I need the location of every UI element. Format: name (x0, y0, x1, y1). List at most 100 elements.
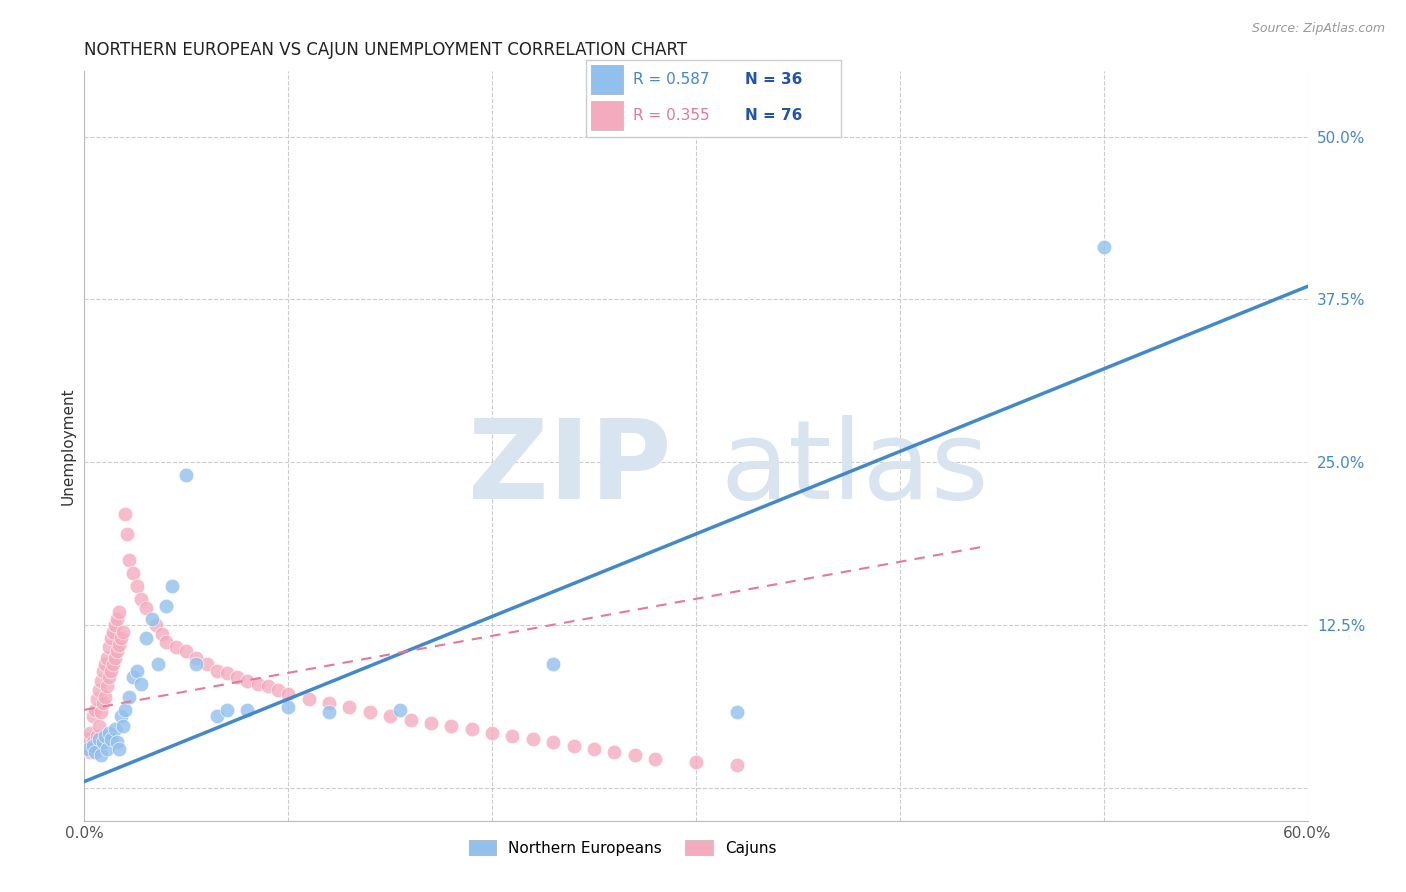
Point (101, 657, 124, 672)
FancyBboxPatch shape (586, 60, 841, 136)
Point (135, 601, 157, 615)
Point (86, 729, 108, 743)
Point (155, 635, 177, 649)
Point (155, 599, 177, 613)
Point (543, 657, 565, 672)
Point (77, 742, 100, 756)
Point (583, 742, 606, 756)
Point (122, 670, 145, 684)
Y-axis label: Unemployment: Unemployment (60, 387, 76, 505)
Point (118, 690, 141, 704)
Point (205, 664, 228, 678)
Point (90, 748, 112, 763)
Point (93, 729, 115, 743)
Text: NORTHERN EUROPEAN VS CAJUN UNEMPLOYMENT CORRELATION CHART: NORTHERN EUROPEAN VS CAJUN UNEMPLOYMENT … (84, 41, 688, 59)
Point (1092, 240, 1115, 254)
Point (90, 674, 112, 689)
Point (112, 718, 135, 732)
Point (131, 677, 153, 691)
Point (685, 755, 707, 769)
Point (96, 680, 118, 694)
Point (267, 683, 290, 698)
Point (160, 579, 183, 593)
Point (77, 731, 100, 746)
Point (217, 666, 239, 681)
Point (110, 709, 132, 723)
Point (91, 664, 114, 678)
Point (100, 631, 122, 645)
Point (522, 731, 544, 746)
Point (87, 718, 110, 732)
Point (440, 718, 463, 732)
Point (277, 687, 299, 701)
Point (186, 657, 208, 672)
Point (104, 618, 127, 632)
Point (339, 700, 361, 714)
Point (135, 631, 157, 645)
Point (644, 752, 666, 766)
Point (174, 644, 197, 658)
Point (93, 657, 115, 672)
Point (624, 748, 647, 763)
Point (100, 664, 122, 678)
Point (399, 714, 422, 728)
Point (114, 703, 136, 717)
Point (77, 742, 100, 756)
Point (543, 735, 565, 749)
Point (146, 657, 169, 672)
Point (226, 670, 249, 684)
Point (110, 631, 132, 645)
Point (104, 723, 127, 737)
Point (108, 638, 131, 652)
Point (725, 706, 748, 720)
Point (82, 735, 104, 749)
Point (79, 745, 101, 759)
Point (205, 709, 228, 723)
Point (174, 468, 197, 483)
Point (118, 553, 141, 567)
Point (481, 726, 503, 740)
Point (90, 706, 112, 720)
Point (87, 683, 110, 698)
Point (83, 745, 105, 759)
Text: Source: ZipAtlas.com: Source: ZipAtlas.com (1251, 22, 1385, 36)
Point (127, 579, 149, 593)
Point (100, 731, 122, 746)
Point (104, 650, 127, 665)
Point (420, 715, 443, 730)
FancyBboxPatch shape (592, 102, 623, 130)
Text: R = 0.587: R = 0.587 (633, 72, 710, 87)
Point (725, 757, 748, 772)
Point (236, 703, 259, 717)
Point (82, 709, 104, 723)
Point (562, 739, 585, 754)
Point (105, 612, 128, 626)
Text: ZIP: ZIP (468, 415, 672, 522)
Point (86, 692, 108, 706)
Point (131, 592, 153, 607)
Point (150, 627, 173, 641)
Point (83, 739, 105, 754)
Point (122, 566, 145, 580)
Text: atlas: atlas (720, 415, 988, 522)
Point (380, 709, 402, 723)
Point (318, 697, 340, 711)
Point (97, 726, 120, 740)
Point (93, 690, 115, 704)
Point (87, 731, 110, 746)
Point (502, 729, 524, 743)
Legend: Northern Europeans, Cajuns: Northern Europeans, Cajuns (463, 833, 783, 862)
Point (389, 703, 412, 717)
Point (82, 739, 104, 754)
Point (257, 680, 280, 694)
Point (141, 612, 163, 626)
Point (298, 692, 321, 706)
Point (105, 644, 128, 658)
Point (105, 735, 128, 749)
Point (277, 700, 299, 714)
Point (79, 726, 101, 740)
Point (114, 508, 136, 522)
Point (127, 664, 149, 678)
Point (461, 723, 484, 737)
Point (101, 624, 124, 639)
